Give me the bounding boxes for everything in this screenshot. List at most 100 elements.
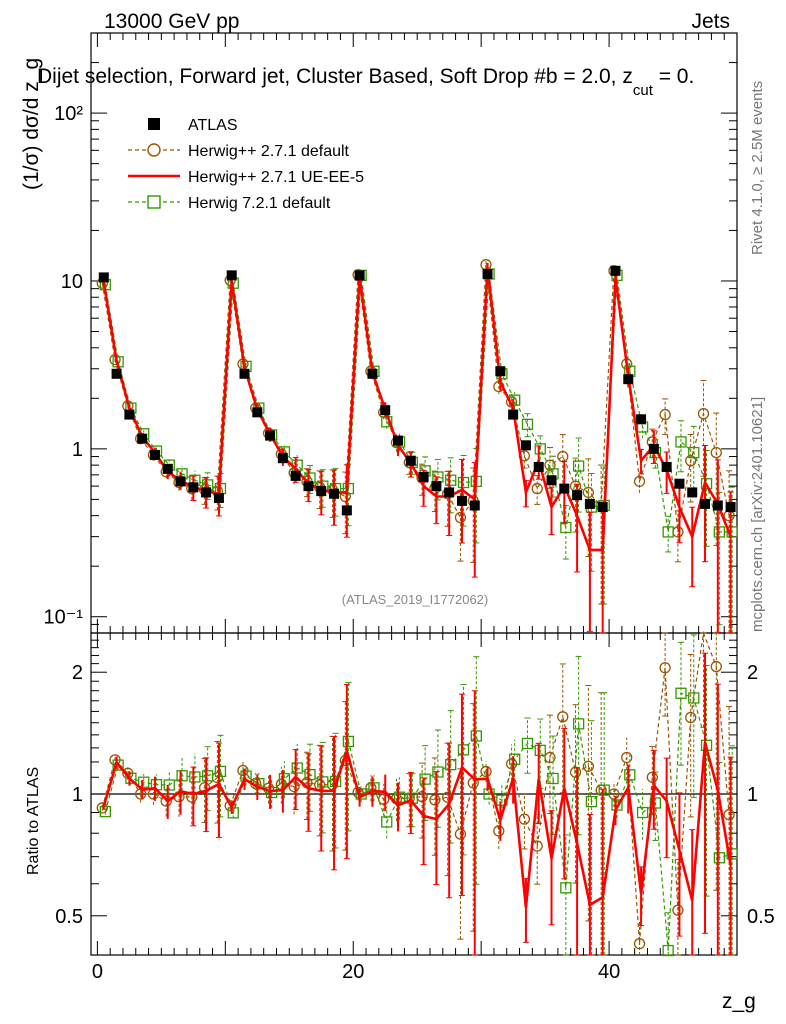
data-point-atlas — [265, 430, 276, 441]
ratio-marker-circle — [621, 751, 633, 764]
ratio-marker-square — [368, 782, 380, 794]
ratio-marker-circle — [96, 802, 108, 814]
ratio-marker-square — [649, 797, 662, 809]
ratio-marker-circle — [633, 938, 646, 950]
marker-circle — [633, 475, 646, 488]
analysis-ref: (ATLAS_2019_I1772062) — [342, 592, 488, 607]
ratio-marker-circle — [378, 793, 390, 805]
header-type: Jets — [691, 10, 730, 33]
ratio-marker-square — [585, 795, 598, 808]
ratio-marker-circle — [186, 791, 198, 803]
ratio-marker-square — [470, 730, 482, 742]
ratio-marker-square — [265, 786, 278, 799]
ratio-marker-square — [457, 744, 470, 756]
data-point-atlas — [405, 455, 416, 466]
plot-title: Dijet selection, Forward jet, Cluster Ba… — [37, 65, 694, 99]
ratio-marker-square — [291, 762, 303, 774]
ratio-marker-circle — [288, 780, 300, 793]
ratio-marker-square — [726, 848, 738, 860]
ratio-marker-square — [624, 769, 636, 781]
legend-entry-3: Herwig 7.2.1 default — [128, 195, 331, 212]
ratio-marker-square — [189, 771, 201, 783]
data-point-atlas — [201, 487, 212, 498]
ratio-axis-title: Ratio to ATLAS — [25, 767, 42, 875]
data-point-atlas — [188, 482, 199, 493]
data-point-atlas — [495, 366, 506, 377]
marker-square — [445, 474, 457, 486]
main-series — [96, 259, 738, 634]
ratio-tick-label-right: 1 — [747, 784, 758, 806]
ratio-tick-label-right: 0.5 — [747, 906, 775, 928]
ratio-marker-square — [202, 770, 214, 782]
marker-square — [560, 521, 572, 534]
data-point-atlas — [162, 463, 173, 474]
ratio-marker-square — [572, 718, 585, 730]
plot-title-cut: cut — [633, 82, 654, 99]
data-point-atlas — [520, 440, 531, 451]
series-line-2 — [102, 267, 732, 552]
legend-label: ATLAS — [188, 117, 238, 134]
data-point-atlas — [700, 498, 711, 509]
ratio-marker-square — [445, 758, 457, 771]
ratio-marker-square — [560, 882, 572, 894]
x-tick-label: 40 — [598, 961, 620, 983]
ratio-marker-square — [304, 768, 316, 781]
ratio-tick-label-right: 2 — [747, 662, 758, 684]
data-point-atlas — [354, 270, 365, 281]
ratio-marker-circle — [685, 711, 697, 724]
data-point-atlas — [661, 461, 672, 472]
ratio-marker-square — [611, 799, 623, 811]
legend-label: Herwig++ 2.7.1 default — [188, 143, 350, 160]
marker-circle — [697, 408, 710, 420]
header-energy: 13000 GeV pp — [104, 10, 239, 33]
x-tick-label: 0 — [92, 961, 103, 983]
ratio-marker-circle — [544, 751, 556, 764]
data-point-atlas — [674, 478, 685, 489]
ratio-marker-circle — [557, 711, 569, 723]
ratio-marker-circle — [659, 662, 671, 674]
marker-square — [713, 526, 725, 538]
y-tick-label: 10⁻¹ — [44, 607, 84, 629]
marker-square — [726, 526, 738, 538]
ratio-marker-circle — [582, 760, 595, 773]
marker-square — [534, 443, 546, 455]
ratio-marker-square — [342, 735, 355, 748]
ratio-marker-square — [393, 791, 406, 803]
ratio-marker-square — [432, 766, 444, 778]
marker-square — [572, 460, 585, 472]
ratio-marker-square — [509, 753, 521, 765]
data-point-atlas — [239, 368, 250, 379]
ratio-marker-circle — [569, 766, 582, 778]
marker-square — [700, 478, 713, 490]
data-point-atlas — [367, 368, 378, 379]
ratio-line-1 — [101, 630, 730, 944]
data-point-atlas — [149, 449, 160, 460]
x-tick-label: 20 — [342, 961, 364, 983]
ratio-marker-circle — [480, 765, 492, 778]
ratio-marker-square — [278, 773, 291, 785]
ratio-marker-circle — [493, 825, 505, 837]
ratio-marker-square — [521, 737, 534, 750]
data-point-atlas — [316, 486, 327, 497]
ratio-marker-square — [112, 759, 124, 771]
ratio-marker-square — [675, 687, 687, 699]
legend-label: Herwig++ 2.7.1 UE-EE-5 — [188, 169, 364, 186]
data-point-atlas — [572, 490, 583, 501]
series-line-3 — [104, 273, 733, 533]
rivet-label: Rivet 4.1.0, ≥ 2.5M events — [749, 81, 766, 255]
data-point-atlas — [252, 407, 263, 418]
data-point-atlas — [584, 498, 595, 509]
data-point-atlas — [610, 265, 621, 276]
data-point-atlas — [533, 461, 544, 472]
legend-marker — [148, 118, 160, 130]
legend-entry-0: ATLAS — [148, 117, 238, 134]
ratio-marker-square — [227, 807, 239, 819]
ratio-marker-square — [317, 776, 329, 788]
y-tick-label: 10 — [61, 271, 83, 293]
marker-square — [521, 418, 534, 430]
marker-square — [688, 446, 700, 459]
marker-circle — [659, 408, 671, 421]
ratio-line-2 — [102, 742, 732, 908]
data-point-atlas — [546, 475, 557, 486]
